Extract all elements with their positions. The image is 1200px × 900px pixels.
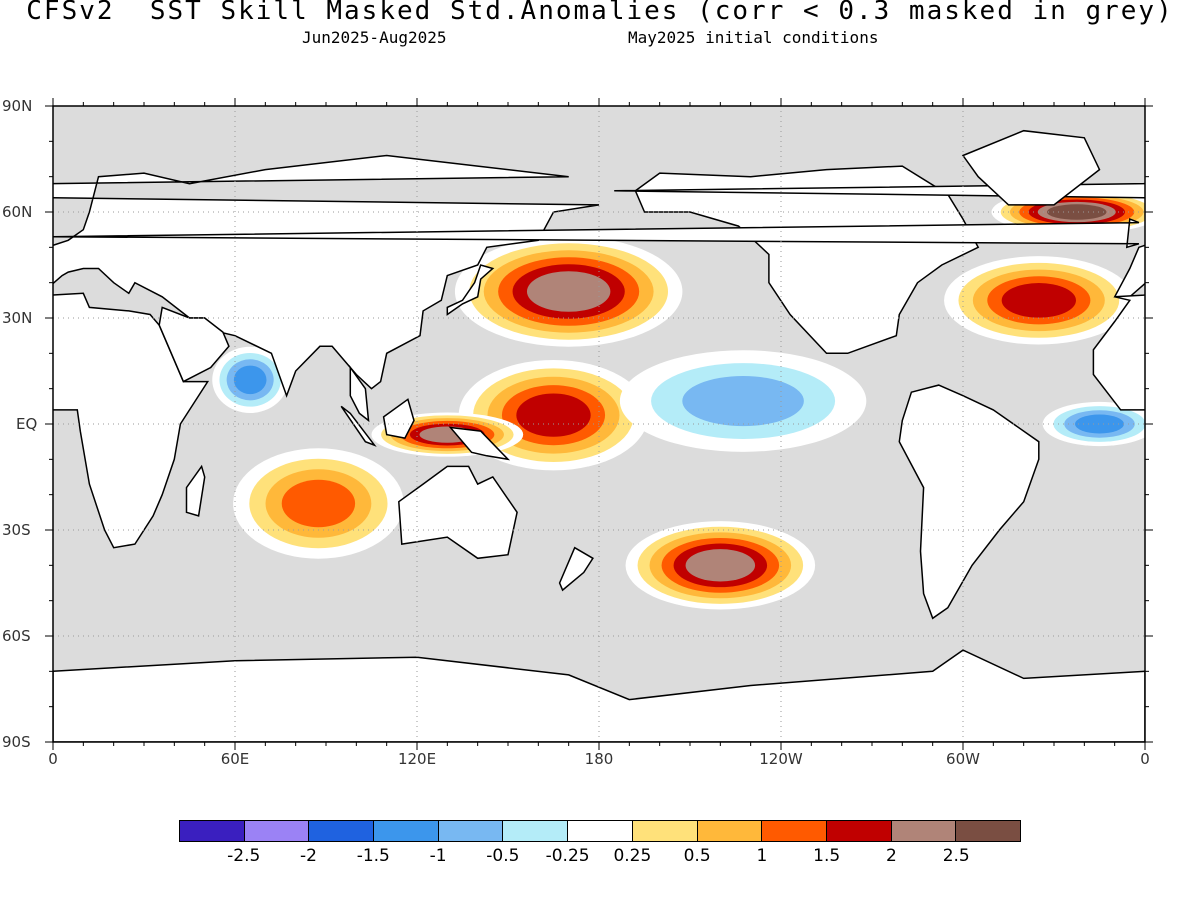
colorbar-label: 1 (756, 846, 768, 866)
graticule (53, 106, 1145, 742)
lon-label-360: 0 (1140, 750, 1150, 768)
land-europe-asia-wrap (614, 182, 1145, 298)
colorbar-label: 0.25 (613, 846, 652, 866)
colorbar-label: 2.5 (942, 846, 970, 866)
land-japan (446, 264, 495, 316)
land-arabia (158, 306, 230, 383)
colorbar-swatch (374, 821, 439, 841)
colorbar-swatch (826, 821, 892, 841)
anomaly-region (516, 393, 591, 437)
land-indochina-peninsula (349, 365, 370, 423)
anomaly-region (1001, 283, 1076, 318)
lon-label-180: 180 (584, 750, 614, 768)
colorbar-swatch (309, 821, 375, 841)
lat-label-30s: 30S (2, 521, 31, 539)
axis-ticks (45, 98, 1153, 750)
land-uk (53, 218, 1140, 249)
lon-label-60e: 60E (220, 750, 250, 768)
colorbar-label: -0.25 (545, 846, 590, 866)
lon-label-0: 0 (48, 750, 58, 768)
lat-label-90n: 90N (2, 97, 33, 115)
anomaly-region (685, 549, 756, 582)
colorbar-swatch (697, 821, 763, 841)
colorbar-label: 1.5 (813, 846, 841, 866)
land-australia (398, 465, 518, 560)
colorbar-label: 0.5 (683, 846, 711, 866)
land-greenland (961, 129, 1101, 206)
land-borneo (382, 398, 415, 439)
lat-label-60n: 60N (2, 203, 33, 221)
colorbar-swatch (438, 821, 504, 841)
anomaly-region (1047, 204, 1107, 220)
anomaly-region (281, 479, 356, 528)
anomaly-region (682, 375, 804, 427)
lon-label-120e: 120E (397, 750, 437, 768)
colorbar-swatch (956, 821, 1020, 841)
anomaly-region (233, 365, 267, 395)
colorbar-label: 2 (886, 846, 897, 866)
colorbar-swatch (244, 821, 310, 841)
lat-label-60s: 60S (2, 627, 31, 645)
land-europe-asia (53, 154, 600, 398)
lon-label-120w: 120W (759, 750, 803, 768)
lat-label-30n: 30N (2, 309, 33, 327)
land-africa-wrap (1092, 294, 1145, 411)
lat-label-eq: EQ (16, 415, 38, 433)
colorbar-swatch (503, 821, 569, 841)
colorbar-swatch (568, 821, 633, 841)
colorbar-label: -2 (300, 846, 317, 866)
colorbar-label: -1 (429, 846, 447, 866)
colorbar-swatch (762, 821, 827, 841)
lon-label-60w: 60W (946, 750, 980, 768)
land-new-zealand (558, 546, 594, 592)
colorbar-label: -1.5 (356, 846, 390, 866)
colorbar-label: -0.5 (486, 846, 520, 866)
forecast-period: Jun2025-Aug2025 (302, 28, 447, 47)
land-sumatra (340, 405, 377, 447)
land-new-guinea (448, 426, 511, 461)
colorbar-swatch (180, 821, 245, 841)
colorbar-swatch (632, 821, 698, 841)
title: CFSv2 SST Skill Masked Std.Anomalies (co… (26, 0, 1174, 26)
land-south-america (898, 384, 1040, 620)
colorbar-label: -2.5 (227, 846, 261, 866)
anomaly-region (526, 271, 611, 312)
colorbar (179, 820, 1021, 842)
initial-conditions: May2025 initial conditions (628, 28, 879, 47)
anomaly-region (1075, 414, 1124, 434)
lat-label-90s: 90S (2, 733, 31, 751)
land-madagascar (185, 464, 206, 517)
colorbar-swatch (891, 821, 957, 841)
